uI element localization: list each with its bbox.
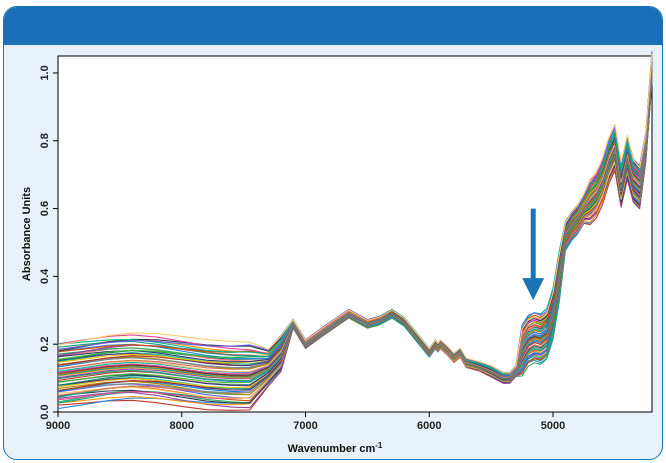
x-axis-ticks: 9000 8000 7000 6000 5000 <box>46 412 565 432</box>
x-tick-label: 9000 <box>46 420 70 432</box>
spectra-series-group <box>57 51 653 411</box>
frame-header-bar <box>4 7 662 45</box>
x-tick-label: 5000 <box>541 420 565 432</box>
x-tick-label: 8000 <box>170 420 194 432</box>
x-axis-label: Wavenumber cm-1 <box>288 441 383 455</box>
y-axis-ticks: 0.0 0.2 0.4 0.6 0.8 1.0 <box>39 65 58 420</box>
x-axis-label-main: Wavenumber cm <box>288 443 376 455</box>
x-tick-label: 7000 <box>293 420 317 432</box>
x-axis-label-superscript: -1 <box>375 441 383 450</box>
spectrum-line <box>57 53 653 374</box>
y-tick-label: 0.4 <box>39 268 51 284</box>
y-tick-label: 0.2 <box>39 337 51 352</box>
y-tick-label: 0.0 <box>39 404 51 419</box>
y-tick-label: 0.6 <box>39 201 51 216</box>
x-tick-label: 6000 <box>417 420 441 432</box>
y-tick-label: 1.0 <box>39 65 51 80</box>
arrow-head <box>522 278 545 301</box>
spectrum-line <box>57 73 653 399</box>
y-axis-label: Absorbance Units <box>21 187 33 281</box>
annotation-arrow <box>522 208 545 301</box>
y-tick-label: 0.8 <box>39 133 51 148</box>
